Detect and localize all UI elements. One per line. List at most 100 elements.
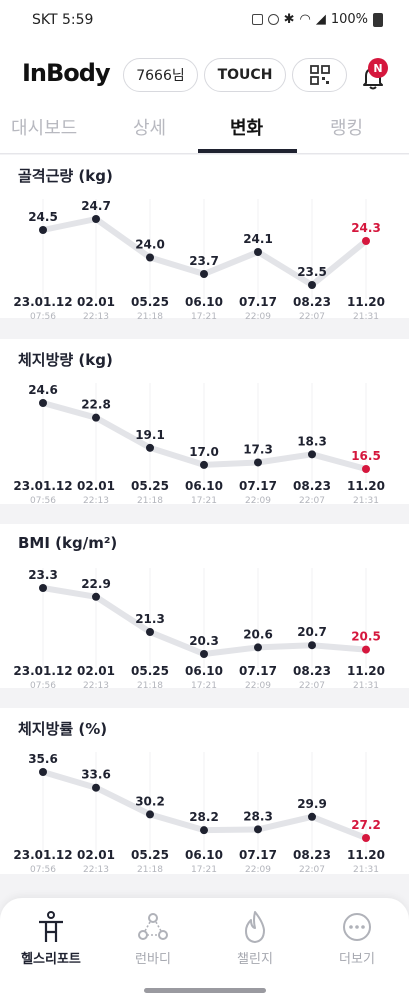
status-carrier-time: SKT 5:59 bbox=[32, 12, 93, 28]
x-tick-date: 05.25 bbox=[131, 295, 169, 309]
data-label: 16.5 bbox=[351, 449, 381, 463]
qr-button[interactable] bbox=[292, 58, 347, 92]
data-label: 17.3 bbox=[243, 442, 273, 456]
nav-label: 챌린지 bbox=[237, 952, 273, 967]
x-tick-time: 22:09 bbox=[245, 865, 271, 875]
data-point[interactable] bbox=[200, 826, 208, 835]
x-tick-time: 07:56 bbox=[30, 496, 56, 506]
qr-code-icon bbox=[309, 65, 330, 85]
x-tick-date: 08.23 bbox=[293, 295, 331, 309]
x-tick-date: 02.01 bbox=[77, 848, 115, 862]
x-tick-date: 07.17 bbox=[239, 848, 277, 862]
bluetooth-icon: ✱ bbox=[283, 12, 295, 27]
clock-label: 5:59 bbox=[62, 12, 94, 28]
data-point[interactable] bbox=[254, 248, 262, 256]
x-tick-time: 22:13 bbox=[83, 312, 109, 322]
tab-ranking[interactable]: 랭킹 bbox=[330, 118, 364, 139]
data-point[interactable] bbox=[200, 460, 208, 469]
data-label: 22.8 bbox=[81, 398, 111, 412]
x-tick-time: 22:09 bbox=[245, 312, 271, 322]
x-tick-time: 22:13 bbox=[83, 681, 109, 691]
data-point[interactable] bbox=[146, 810, 154, 819]
nav-health-report[interactable]: 헬스리포트 bbox=[6, 910, 96, 967]
x-tick-date: 02.01 bbox=[77, 479, 115, 493]
tab-dashboard[interactable]: 대시보드 bbox=[11, 118, 78, 139]
x-tick-time: 22:07 bbox=[299, 496, 325, 506]
data-point[interactable] bbox=[254, 458, 262, 467]
data-label: 24.7 bbox=[81, 199, 111, 213]
x-tick-time: 21:18 bbox=[137, 681, 163, 691]
tab-change[interactable]: 변화 bbox=[230, 118, 264, 139]
x-tick-time: 17:21 bbox=[191, 865, 217, 875]
data-point[interactable] bbox=[362, 465, 370, 473]
x-tick-time: 07:56 bbox=[30, 681, 56, 691]
data-label: 23.3 bbox=[28, 568, 58, 582]
member-button[interactable]: 7666님 bbox=[123, 58, 198, 92]
data-label: 23.5 bbox=[297, 265, 327, 279]
battery-icon bbox=[373, 12, 383, 27]
data-point[interactable] bbox=[308, 281, 316, 289]
data-label: 20.6 bbox=[243, 627, 273, 641]
x-tick-date: 05.25 bbox=[131, 479, 169, 493]
section-title: 골격근량 (kg) bbox=[18, 167, 113, 185]
data-point[interactable] bbox=[308, 641, 316, 650]
data-point[interactable] bbox=[254, 825, 262, 834]
data-point[interactable] bbox=[254, 643, 262, 652]
x-tick-time: 21:31 bbox=[353, 496, 379, 506]
data-point[interactable] bbox=[200, 270, 208, 278]
chart-body-fat-mass: 24.6 23.01.12 07:56 22.8 02.01 22:13 19.1 05.25… bbox=[0, 375, 409, 510]
data-point[interactable] bbox=[200, 650, 208, 658]
tab-detail[interactable]: 상세 bbox=[133, 118, 167, 139]
data-point[interactable] bbox=[362, 645, 370, 654]
data-point[interactable] bbox=[146, 253, 154, 262]
x-tick-date: 06.10 bbox=[185, 848, 223, 862]
x-tick-date: 05.25 bbox=[131, 664, 169, 678]
nav-more[interactable]: 더보기 bbox=[312, 910, 402, 967]
data-point[interactable] bbox=[39, 768, 47, 776]
notification-badge: N bbox=[368, 58, 388, 78]
body-fat-percent-line-chart: 35.6 23.01.12 07:56 33.6 02.01 22:13 30.2 05.25… bbox=[13, 752, 385, 875]
x-tick-date: 23.01.12 bbox=[13, 664, 72, 678]
data-point[interactable] bbox=[92, 592, 100, 601]
body-fat-mass-line-chart: 24.6 23.01.12 07:56 22.8 02.01 22:13 19.1 05.25… bbox=[13, 383, 385, 506]
nav-label: 더보기 bbox=[339, 952, 375, 967]
data-label: 19.1 bbox=[135, 428, 165, 442]
x-tick-date: 08.23 bbox=[293, 664, 331, 678]
active-tab-indicator bbox=[198, 149, 297, 153]
data-label: 22.9 bbox=[81, 577, 111, 591]
data-label: 21.3 bbox=[135, 612, 165, 626]
data-point[interactable] bbox=[362, 237, 370, 245]
chart-skeletal-muscle: 24.5 23.01.12 07:56 24.7 02.01 22:13 24.0 05.25… bbox=[0, 191, 409, 326]
nav-runbody[interactable]: 런바디 bbox=[108, 910, 198, 967]
data-point[interactable] bbox=[39, 226, 47, 234]
data-point[interactable] bbox=[39, 584, 47, 592]
data-label: 30.2 bbox=[135, 794, 165, 808]
nav-challenge[interactable]: 챌린지 bbox=[210, 910, 300, 967]
data-point[interactable] bbox=[92, 215, 100, 223]
signal-icon: ◢ bbox=[315, 12, 326, 27]
data-label: 27.2 bbox=[351, 818, 381, 832]
data-point[interactable] bbox=[146, 443, 154, 452]
data-point[interactable] bbox=[92, 413, 100, 422]
data-point[interactable] bbox=[39, 399, 47, 407]
section-title: BMI (kg/m²) bbox=[18, 534, 118, 552]
data-label: 20.5 bbox=[351, 630, 381, 644]
data-point[interactable] bbox=[308, 812, 316, 821]
section-body-fat-percent: 체지방률 (%) 35.6 23.01.12 07:56 33.6 02.01 22:13… bbox=[0, 708, 409, 875]
data-label: 29.9 bbox=[297, 797, 327, 811]
x-tick-date: 23.01.12 bbox=[13, 295, 72, 309]
app-header: InBody 7666님 TOUCH N bbox=[0, 42, 409, 104]
chart-body-fat-percent: 35.6 23.01.12 07:56 33.6 02.01 22:13 30.2 05.25… bbox=[0, 744, 409, 879]
more-dots-icon bbox=[343, 913, 371, 941]
data-point[interactable] bbox=[92, 783, 100, 792]
nav-label: 런바디 bbox=[135, 952, 171, 967]
data-label: 28.2 bbox=[189, 810, 219, 824]
touch-button[interactable]: TOUCH bbox=[204, 58, 286, 92]
section-body-fat-mass: 체지방량 (kg) 24.6 23.01.12 07:56 22.8 02.01 22:1… bbox=[0, 339, 409, 506]
data-point[interactable] bbox=[146, 628, 154, 636]
data-point[interactable] bbox=[362, 834, 370, 842]
data-point[interactable] bbox=[308, 450, 316, 459]
data-label: 33.6 bbox=[81, 768, 111, 782]
wifi-icon: ◠ bbox=[299, 12, 311, 27]
data-label: 24.5 bbox=[28, 210, 58, 224]
